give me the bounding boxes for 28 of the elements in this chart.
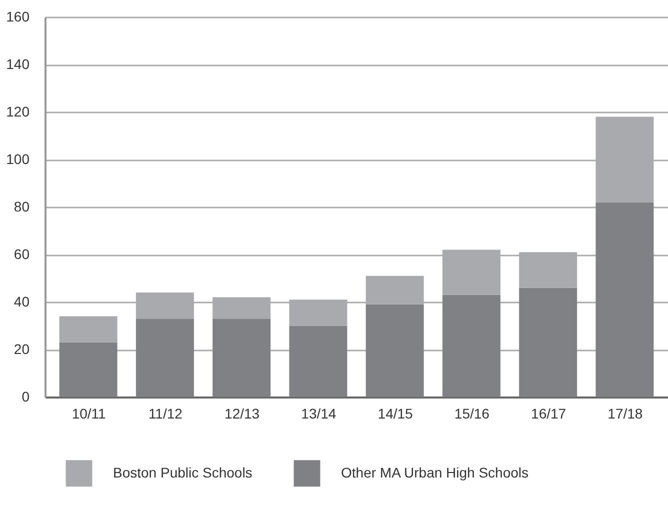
x-tick-label: 11/12: [148, 406, 183, 422]
x-tick-label: 17/18: [608, 406, 643, 422]
bar: [519, 288, 578, 397]
y-tick-label: 160: [6, 8, 30, 24]
x-tick-label: 15/16: [454, 406, 490, 422]
x-tick-label: 14/15: [378, 406, 414, 422]
x-tick-label: 12/13: [224, 406, 260, 422]
bar: [212, 318, 271, 397]
y-tick-label: 100: [6, 151, 30, 167]
x-tick-label: 16/17: [531, 406, 566, 422]
legend-label: Other MA Urban High Schools: [341, 464, 529, 480]
y-tick-label: 0: [22, 388, 30, 404]
bar: [136, 318, 194, 397]
y-tick-label: 40: [14, 294, 30, 310]
bar: [366, 304, 424, 397]
x-tick-label: 10/11: [72, 406, 106, 422]
bar: [59, 342, 118, 397]
x-tick-label: 13/14: [301, 406, 336, 422]
y-tick-label: 140: [6, 56, 30, 72]
legend-label: Boston Public Schools: [113, 464, 252, 480]
bar: [59, 316, 118, 342]
y-tick-label: 80: [14, 198, 30, 214]
y-tick-label: 120: [6, 104, 30, 120]
bar: [289, 326, 348, 397]
bar: [596, 202, 654, 397]
bar: [442, 294, 500, 397]
y-tick-label: 20: [14, 341, 30, 357]
y-tick-label: 60: [14, 246, 30, 262]
